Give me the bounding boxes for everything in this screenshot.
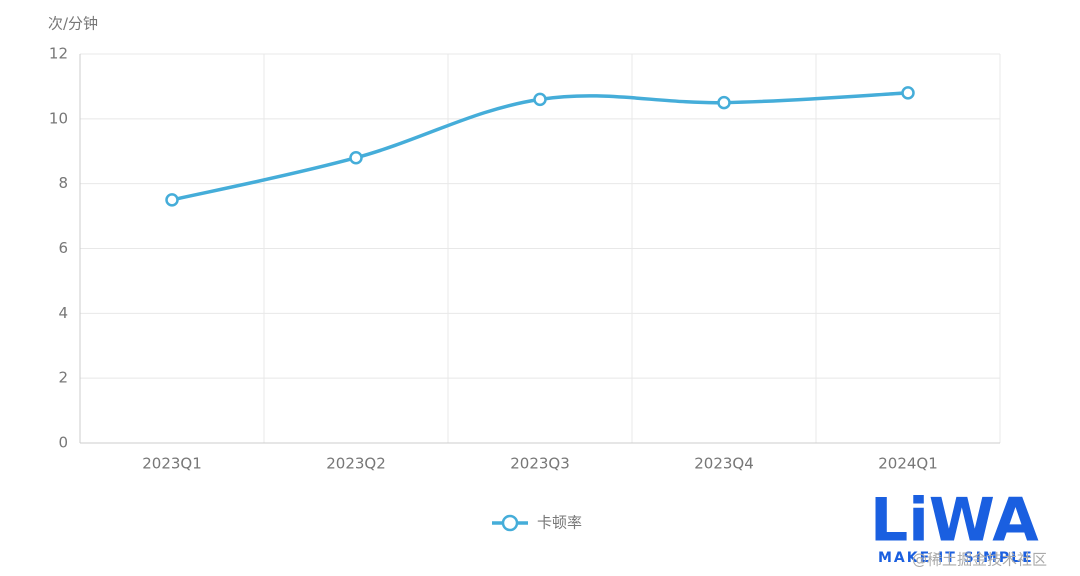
- point: [165, 193, 179, 207]
- y-unit: 次/分钟: [48, 15, 98, 33]
- y-tick-label: 8: [58, 174, 68, 192]
- legend-marker: [501, 514, 519, 532]
- y-tick-label: 0: [58, 434, 68, 452]
- y-tick-label: 12: [49, 45, 68, 63]
- point: [717, 95, 731, 110]
- logo: LiWA: [870, 486, 1039, 556]
- point: [901, 86, 915, 100]
- x-tick-label: 2023Q4: [694, 455, 754, 473]
- point: [533, 92, 547, 107]
- y-tick-label: 10: [49, 109, 68, 127]
- y-tick-label: 2: [58, 369, 68, 387]
- y-tick-label: 6: [58, 239, 68, 257]
- legend-label: 卡顿率: [537, 514, 582, 532]
- x-tick-label: 2023Q2: [326, 455, 386, 473]
- x-tick-label: 2023Q3: [510, 455, 570, 473]
- x-tick-label: 2024Q1: [878, 455, 938, 473]
- point: [349, 150, 363, 165]
- x-tick-label: 2023Q1: [142, 455, 202, 473]
- y-tick-label: 4: [58, 304, 68, 322]
- logo-tagline: MAKE IT SIMPLE: [878, 550, 1034, 566]
- source-watermark: @稀土掘金技术社区: [912, 551, 1047, 569]
